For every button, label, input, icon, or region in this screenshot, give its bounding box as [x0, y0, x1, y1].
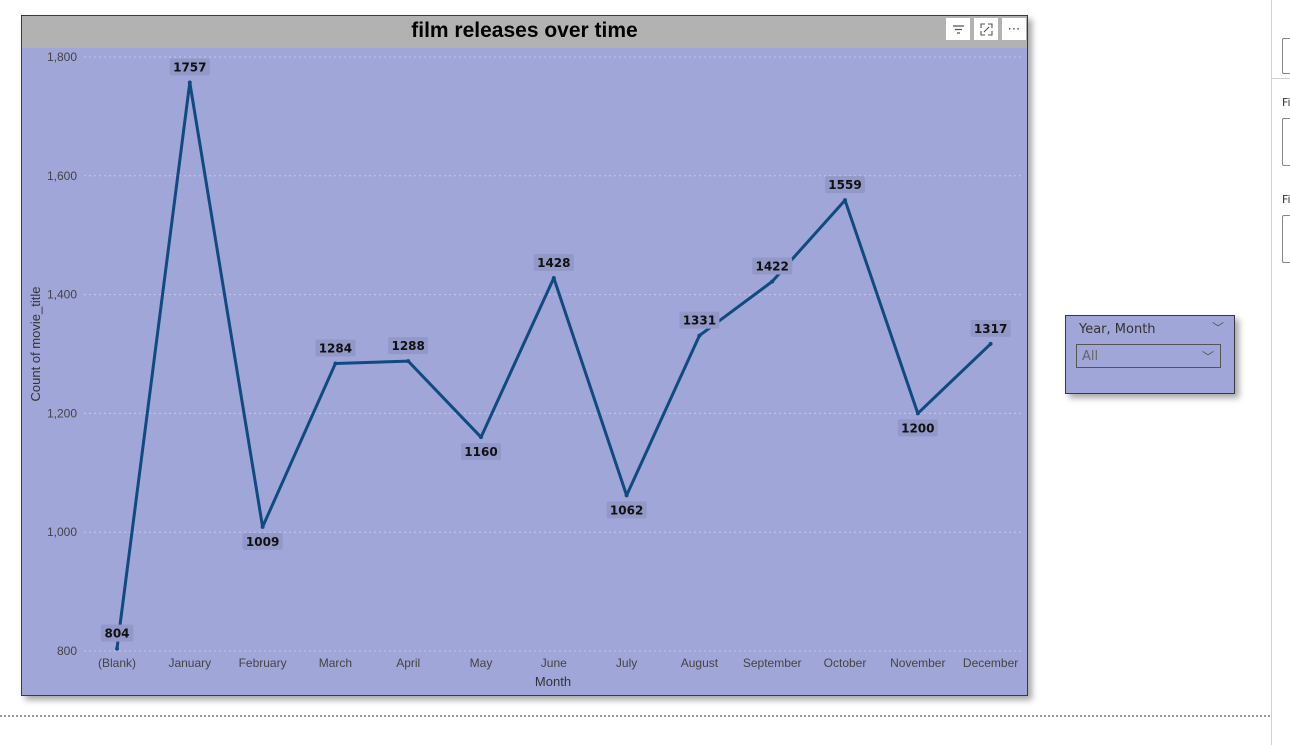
x-tick-label: July	[616, 656, 637, 670]
y-tick-label: 1,200	[47, 406, 77, 420]
data-point[interactable]	[915, 411, 920, 416]
data-label: 804	[104, 627, 129, 641]
x-tick-label: November	[890, 656, 945, 670]
data-label-bg	[388, 337, 429, 355]
x-tick-label: (Blank)	[98, 656, 136, 670]
x-tick-label: June	[541, 656, 567, 670]
data-point[interactable]	[115, 646, 119, 651]
pane-search-field[interactable]	[1282, 38, 1290, 74]
y-tick-label: 800	[57, 644, 77, 658]
x-tick-label: September	[743, 656, 802, 670]
x-tick-label: May	[470, 656, 493, 670]
data-label: 1009	[246, 535, 279, 549]
data-label: 1160	[464, 445, 497, 459]
data-point[interactable]	[406, 359, 411, 364]
data-point[interactable]	[260, 524, 265, 529]
data-label: 1422	[755, 260, 788, 274]
data-label-bg	[606, 501, 647, 519]
data-label-bg	[169, 58, 210, 76]
pane-label: Fi	[1282, 193, 1290, 206]
data-label: 1559	[828, 178, 861, 192]
chart-plot: 800 1,000 1,200 1,400 1,600 1,800 (Blank) Janu…	[28, 50, 1022, 689]
x-tick-label: December	[963, 656, 1018, 670]
pane-divider	[1272, 78, 1290, 79]
data-label: 1200	[901, 421, 934, 435]
x-tick-label: January	[168, 656, 211, 670]
y-tick-label: 1,000	[47, 525, 77, 539]
pane-filter-card[interactable]	[1282, 118, 1290, 166]
y-tick-label: 1,600	[47, 169, 77, 183]
data-label-bg	[533, 253, 574, 271]
line-chart-visual[interactable]: film releases over time ⋯ 800 1,000 1,200 1…	[21, 15, 1028, 696]
data-point[interactable]	[697, 333, 702, 338]
data-label-bg	[970, 319, 1011, 337]
data-label-bg	[242, 532, 283, 550]
data-point[interactable]	[479, 435, 483, 440]
x-tick-label: April	[396, 656, 420, 670]
x-tick-label: October	[824, 656, 867, 670]
x-tick-label: August	[681, 656, 719, 670]
series-line[interactable]	[115, 81, 992, 649]
chevron-down-icon[interactable]: ﹀	[1211, 321, 1224, 335]
data-point[interactable]	[770, 279, 775, 284]
year-month-slicer[interactable]: Year, Month ﹀ All ﹀	[1065, 315, 1235, 394]
data-label: 1317	[974, 322, 1007, 336]
x-tick-label: March	[319, 656, 352, 670]
focus-mode-icon[interactable]	[974, 18, 998, 40]
slicer-header: Year, Month	[1079, 322, 1156, 337]
data-point[interactable]	[624, 493, 629, 498]
y-axis-label: Count of movie_title	[28, 287, 43, 402]
data-point[interactable]	[333, 361, 338, 366]
data-label: 1062	[610, 503, 643, 517]
x-tick-label: February	[239, 656, 287, 670]
data-label-bg	[315, 339, 356, 357]
data-label-bg	[461, 443, 501, 461]
data-point[interactable]	[187, 80, 192, 85]
data-label: 1757	[173, 61, 206, 75]
data-label-bg	[825, 176, 865, 194]
data-label-bg	[897, 419, 938, 437]
data-label: 1428	[537, 256, 570, 270]
chart-title: film releases over time	[411, 19, 638, 42]
slicer-selected-value: All	[1082, 349, 1099, 364]
pane-filter-card[interactable]	[1282, 215, 1290, 263]
data-label: 1288	[391, 339, 424, 353]
data-point[interactable]	[843, 198, 847, 203]
data-label-bg	[679, 311, 720, 329]
more-options-icon[interactable]: ⋯	[1002, 18, 1026, 40]
data-label-bg	[100, 624, 134, 642]
slicer-dropdown[interactable]: All ﹀	[1076, 344, 1221, 368]
dropdown-chevron-icon: ﹀	[1201, 350, 1214, 364]
data-label: 1284	[319, 342, 352, 356]
pane-label: Fi	[1282, 96, 1290, 109]
data-label-bg	[752, 257, 793, 275]
data-point[interactable]	[988, 341, 993, 346]
x-axis-label: Month	[535, 674, 571, 689]
canvas-boundary	[0, 715, 1270, 717]
filter-icon[interactable]	[946, 18, 970, 40]
filters-pane: Fi Fi	[1271, 0, 1290, 745]
y-tick-label: 1,800	[47, 50, 77, 64]
data-point[interactable]	[551, 275, 556, 280]
y-tick-label: 1,400	[47, 288, 77, 302]
visual-title-bar: film releases over time ⋯	[22, 16, 1027, 48]
data-label: 1331	[683, 314, 716, 328]
